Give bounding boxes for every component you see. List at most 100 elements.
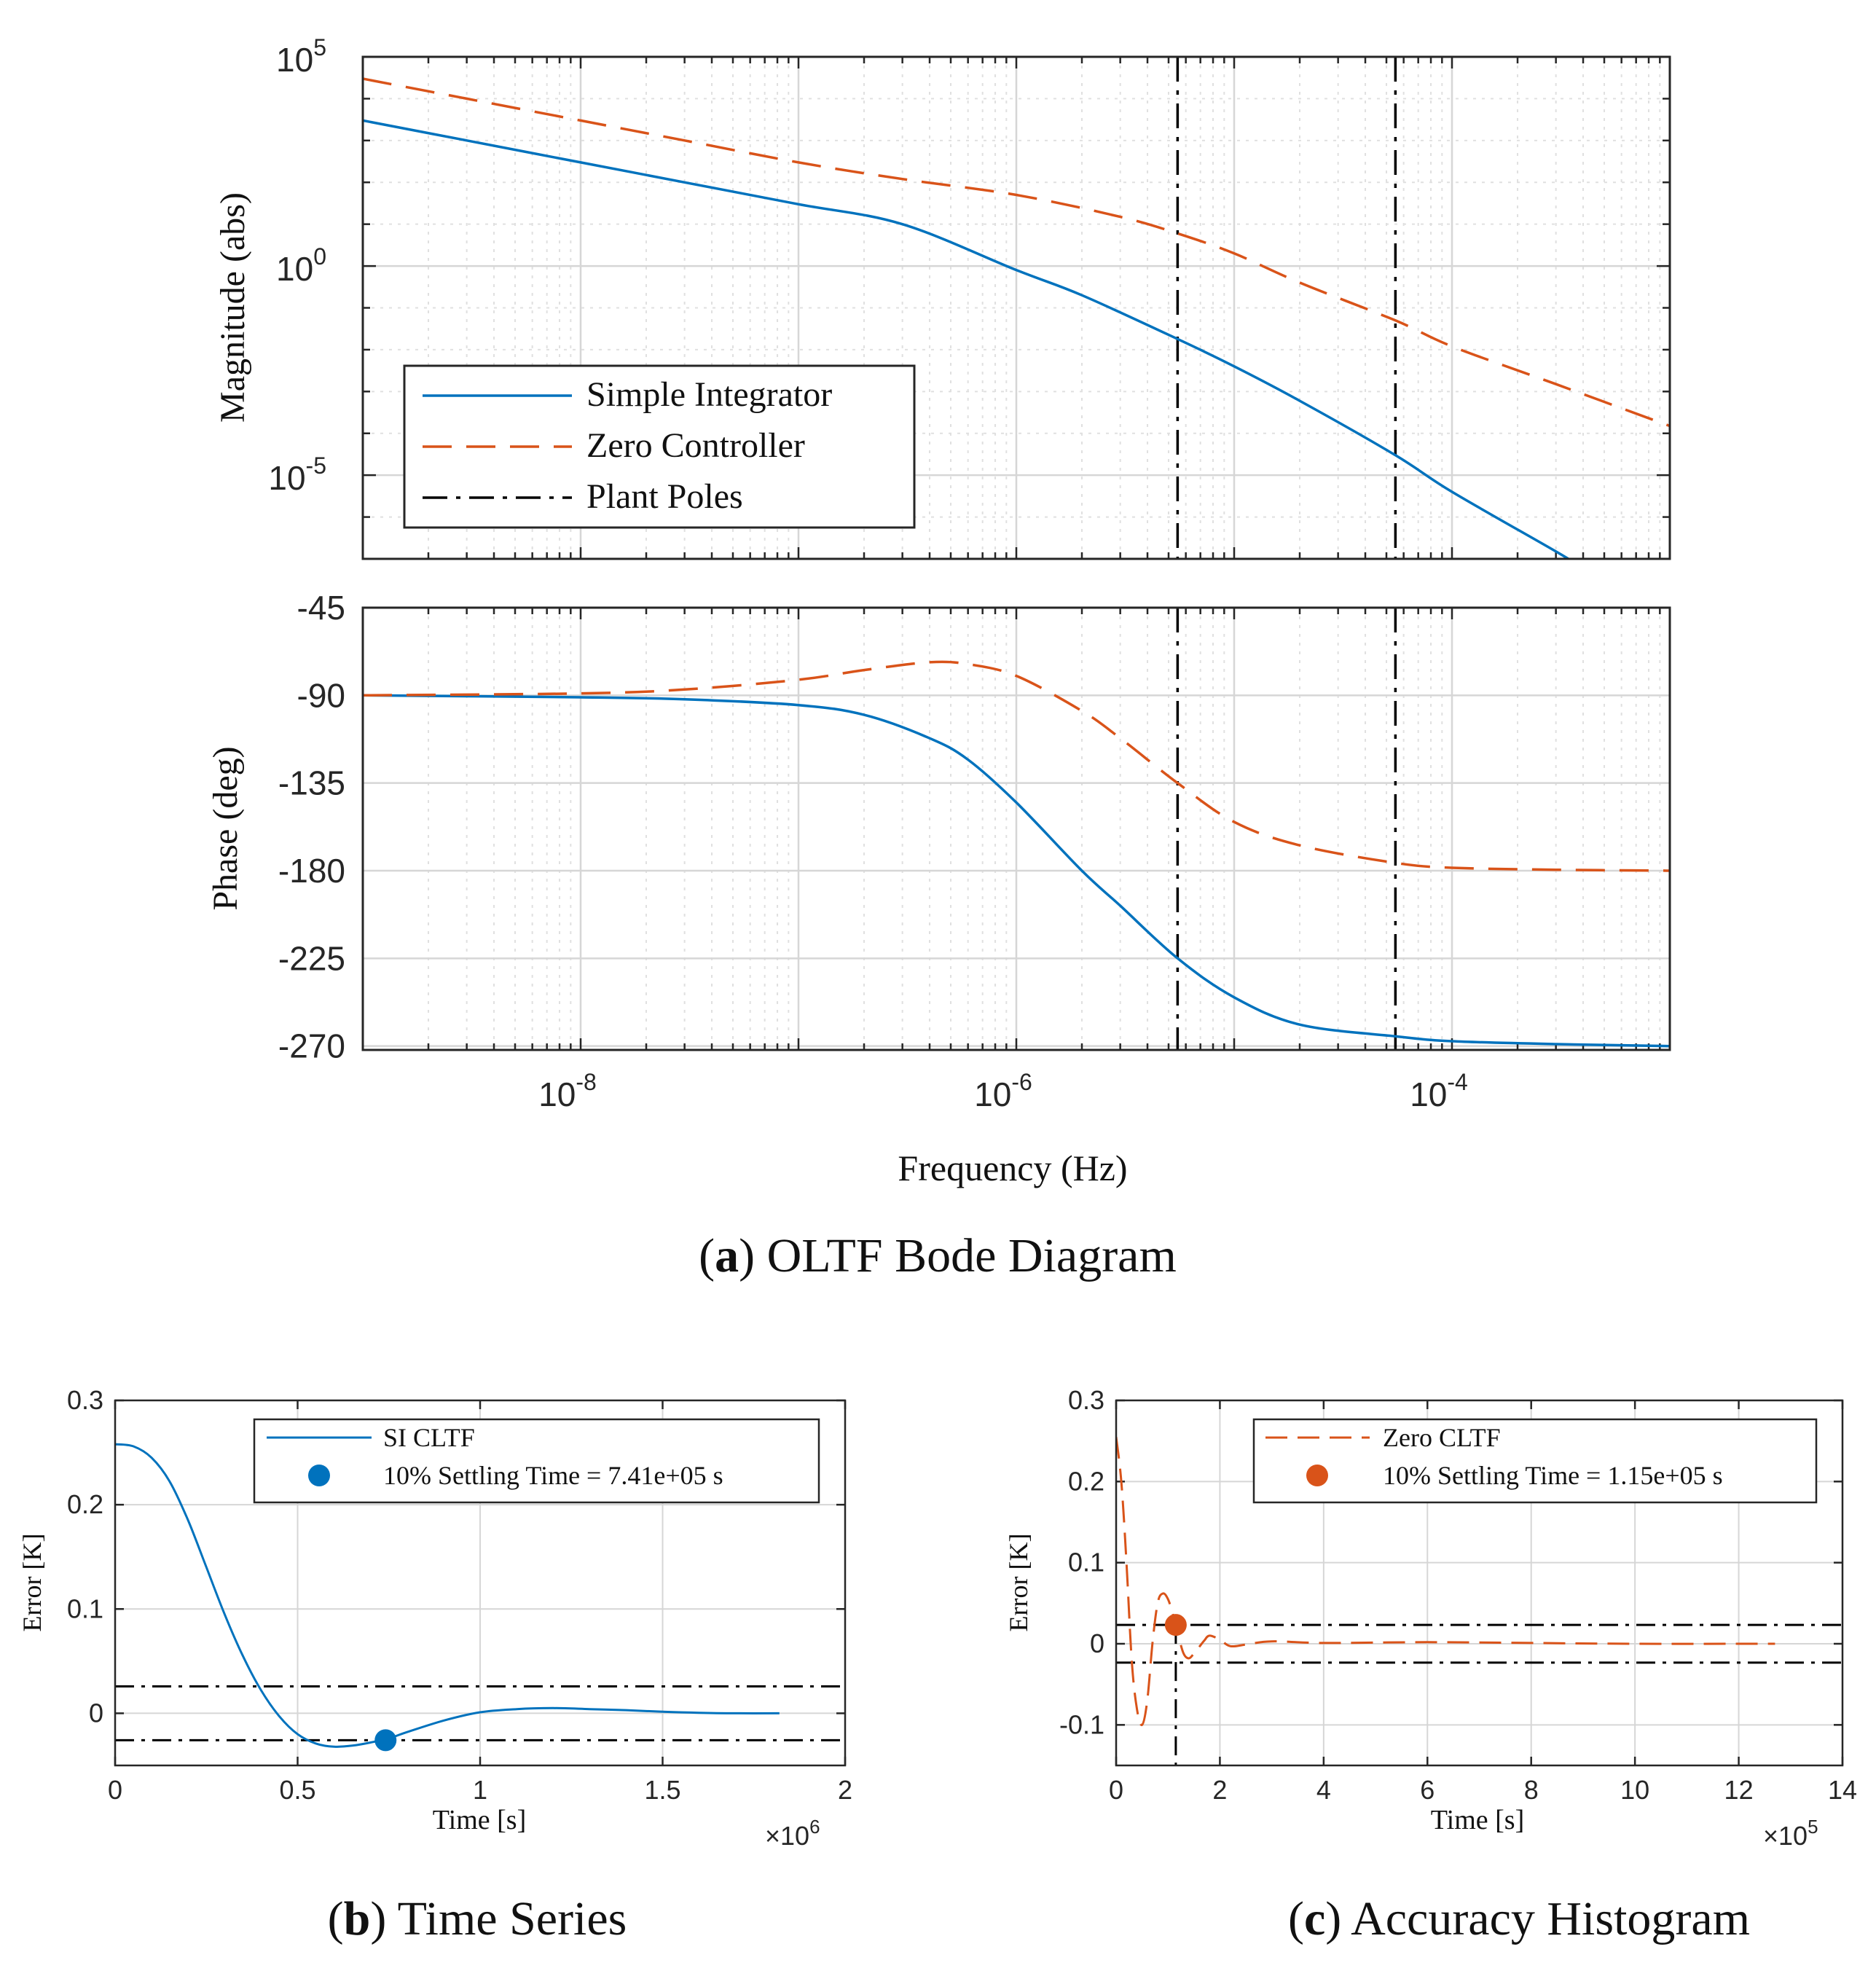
phase-y-tick-label: -180 bbox=[278, 852, 345, 890]
time-series-legend-box bbox=[253, 1418, 820, 1504]
y-tick-label: -0.1 bbox=[1059, 1709, 1104, 1739]
bode-x-tick-label: 10-6 bbox=[974, 1069, 1032, 1113]
tick-exponent: -6 bbox=[1011, 1069, 1032, 1095]
time-series-threshold-lines bbox=[115, 1685, 845, 1741]
tick-base: 10 bbox=[276, 250, 313, 288]
x-tick-label: 0 bbox=[1109, 1775, 1123, 1805]
accuracy-x-multiplier-exp: 5 bbox=[1808, 1816, 1818, 1838]
caption-a: (a) OLTF Bode Diagram bbox=[699, 1229, 1177, 1282]
tick-exponent: 0 bbox=[313, 243, 326, 270]
x-tick-label: 2 bbox=[1212, 1775, 1227, 1805]
accuracy-x-multiplier-base: ×10 bbox=[1763, 1821, 1808, 1851]
legend-label-si-settling-time: 10% Settling Time = 7.41e+05 s bbox=[383, 1461, 723, 1490]
magnitude-y-tick-label: 100 bbox=[276, 243, 326, 288]
time-series-axes-box bbox=[114, 1399, 847, 1767]
caption-b-letter: b bbox=[344, 1892, 371, 1945]
legend-label-zero-cltf: Zero CLTF bbox=[1383, 1423, 1501, 1452]
y-tick-label: 0 bbox=[1090, 1628, 1104, 1658]
phase-y-tick-label: -225 bbox=[278, 939, 345, 977]
settling-time-marker bbox=[1164, 1614, 1187, 1636]
phase-y-axis-label: Phase (deg) bbox=[206, 746, 245, 910]
y-tick-label: 0.2 bbox=[67, 1489, 103, 1519]
time-series-legend: SI CLTF 10% Settling Time = 7.41e+05 s bbox=[253, 1418, 820, 1504]
caption-b: (b) Time Series bbox=[328, 1892, 627, 1945]
caption-a-text: OLTF Bode Diagram bbox=[767, 1229, 1177, 1282]
phase-y-tick-labels: -45 -90 -135 -180 -225 -270 bbox=[278, 589, 345, 1065]
magnitude-y-tick-label: 10-5 bbox=[268, 452, 326, 497]
y-tick-label: 0 bbox=[89, 1698, 103, 1728]
legend-label-zero-controller: Zero Controller bbox=[586, 426, 805, 465]
phase-line-simple-integrator bbox=[363, 694, 1670, 1048]
tick-exponent: -8 bbox=[576, 1069, 596, 1095]
x-tick-label: 0 bbox=[108, 1775, 122, 1805]
phase-y-tick-label: -270 bbox=[278, 1027, 345, 1065]
tick-base: 10 bbox=[1410, 1075, 1447, 1113]
bode-phase-panel: -45-90-135-180-225-270 Phase (deg) 10-8 1… bbox=[206, 589, 1671, 1188]
x-tick-label: 2 bbox=[838, 1775, 852, 1805]
y-tick-label: 0.3 bbox=[67, 1385, 103, 1415]
y-tick-label: 0.1 bbox=[1068, 1548, 1104, 1577]
series-line-zero-cltf bbox=[1116, 1436, 1775, 1726]
x-tick-label: 1 bbox=[473, 1775, 487, 1805]
tick-base: 10 bbox=[268, 459, 305, 497]
legend-label-zero-settling-time: 10% Settling Time = 1.15e+05 s bbox=[1383, 1461, 1723, 1490]
time-series-panel: 0 0.5 1 1.5 2 0.3 0.2 0.1 0 Error [K] Time [s] ×… bbox=[17, 1385, 852, 1851]
tick-exponent: -4 bbox=[1447, 1069, 1467, 1095]
time-series-series bbox=[115, 1443, 780, 1752]
bode-x-tick-label: 10-8 bbox=[538, 1069, 597, 1113]
x-tick-label: 4 bbox=[1316, 1775, 1331, 1805]
magnitude-plant-pole-lines bbox=[1176, 57, 1397, 559]
magnitude-line-simple-integrator bbox=[363, 119, 1571, 559]
time-series-y-axis-label: Error [K] bbox=[17, 1534, 47, 1632]
settling-time-marker bbox=[374, 1729, 397, 1752]
x-tick-label: 14 bbox=[1828, 1775, 1857, 1805]
accuracy-x-axis-label: Time [s] bbox=[1431, 1805, 1524, 1835]
phase-line-zero-controller bbox=[363, 660, 1670, 872]
legend-label-plant-poles: Plant Poles bbox=[586, 477, 743, 516]
caption-b-text: Time Series bbox=[398, 1892, 627, 1945]
legend-swatch-zero-settling-marker bbox=[1306, 1465, 1328, 1486]
accuracy-x-multiplier: ×105 bbox=[1763, 1816, 1818, 1851]
time-series-tick-labels: 0 0.5 1 1.5 2 0.3 0.2 0.1 0 bbox=[67, 1385, 852, 1805]
tick-exponent: -5 bbox=[306, 452, 326, 479]
time-series-x-multiplier: ×106 bbox=[765, 1816, 820, 1851]
accuracy-y-axis-label: Error [K] bbox=[1004, 1534, 1033, 1632]
phase-y-tick-label: -135 bbox=[278, 764, 345, 802]
phase-axes-box bbox=[361, 606, 1671, 1051]
accuracy-legend: Zero CLTF 10% Settling Time = 1.15e+05 s bbox=[1252, 1418, 1818, 1504]
caption-c-letter: c bbox=[1304, 1892, 1325, 1945]
tick-exponent: 5 bbox=[313, 34, 326, 60]
bode-legend: Simple Integrator Zero Controller Plant … bbox=[403, 364, 916, 529]
caption-c: (c) Accuracy Histogram bbox=[1288, 1892, 1750, 1945]
phase-y-tick-label: -90 bbox=[297, 676, 345, 714]
y-tick-label: 0.1 bbox=[67, 1593, 103, 1623]
x-tick-label: 1.5 bbox=[644, 1775, 680, 1805]
time-series-x-axis-label: Time [s] bbox=[433, 1805, 526, 1835]
accuracy-panel: 0 2 4 6 8 10 12 14 0.3 0.2 0.1 0 -0.1 Error [K] Time… bbox=[1004, 1385, 1857, 1851]
time-series-x-multiplier-base: ×10 bbox=[765, 1821, 809, 1851]
legend-label-simple-integrator: Simple Integrator bbox=[586, 375, 832, 414]
time-series-x-multiplier-exp: 6 bbox=[809, 1816, 820, 1838]
magnitude-y-axis-label: Magnitude (abs) bbox=[213, 192, 252, 423]
magnitude-line-zero-controller bbox=[363, 77, 1670, 428]
caption-c-text: Accuracy Histogram bbox=[1351, 1892, 1750, 1945]
accuracy-series bbox=[1116, 1436, 1775, 1726]
accuracy-threshold-lines bbox=[1116, 1623, 1842, 1765]
x-tick-label: 8 bbox=[1524, 1775, 1539, 1805]
legend-label-si-cltf: SI CLTF bbox=[383, 1423, 475, 1452]
y-tick-label: 0.2 bbox=[1068, 1466, 1104, 1496]
tick-base: 10 bbox=[276, 41, 313, 79]
magnitude-y-tick-label: 105 bbox=[276, 34, 326, 79]
magnitude-axes-box bbox=[361, 55, 1671, 560]
accuracy-legend-box bbox=[1252, 1418, 1818, 1504]
y-tick-label: 0.3 bbox=[1068, 1385, 1104, 1415]
accuracy-tick-labels: 0 2 4 6 8 10 12 14 0.3 0.2 0.1 0 -0.1 bbox=[1059, 1385, 1857, 1805]
series-line-si-cltf bbox=[115, 1443, 780, 1748]
legend-swatch-si-settling-marker bbox=[308, 1465, 330, 1486]
caption-a-letter: a bbox=[715, 1229, 739, 1282]
bode-x-axis-label: Frequency (Hz) bbox=[898, 1148, 1127, 1188]
tick-base: 10 bbox=[538, 1075, 576, 1113]
